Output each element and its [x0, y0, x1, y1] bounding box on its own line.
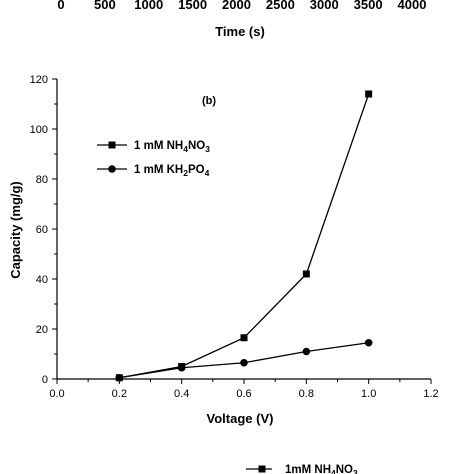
- top-strip-time-axis: 0 500 1000 1500 2000 2500 3000 3500 4000 Time (s…: [57, 0, 426, 39]
- y-tick-label: 20: [36, 324, 48, 336]
- x-tick-label: 1.2: [423, 388, 438, 400]
- y-tick-label: 120: [30, 74, 48, 86]
- x-tick-labels: 0.0 0.2 0.4 0.6 0.8 1.0 1.2: [49, 388, 438, 400]
- top-strip-tick-label: 0: [57, 0, 64, 12]
- x-axis-title: Voltage (V): [207, 411, 274, 426]
- data-point-square: [365, 90, 373, 98]
- x-tick-label: 0.2: [112, 388, 127, 400]
- x-tick-label: 0.4: [174, 388, 189, 400]
- y-tick-label: 80: [36, 174, 48, 186]
- top-strip-tick-label: 500: [94, 0, 116, 12]
- top-strip-tick-label: 2500: [266, 0, 295, 12]
- x-tick-label: 1.0: [361, 388, 376, 400]
- data-point-circle: [177, 363, 186, 372]
- top-strip-tick-label: 4000: [398, 0, 427, 12]
- data-point-square: [240, 334, 248, 342]
- y-tick-labels: 0 20 40 60 80 100 120: [30, 74, 48, 386]
- y-axis-title: Capacity (mg/g): [8, 181, 23, 279]
- top-strip-tick-label: 1500: [178, 0, 207, 12]
- y-tick-label: 0: [42, 374, 48, 386]
- legend-label: 1mM NH4NO3: [285, 464, 358, 474]
- x-tick-label: 0.8: [299, 388, 314, 400]
- x-tick-label: 0.0: [49, 388, 64, 400]
- panel-label: (b): [202, 95, 216, 107]
- data-point-circle: [302, 347, 311, 356]
- top-strip-tick-label: 1000: [134, 0, 163, 12]
- plot-area: 0.0 0.2 0.4 0.6 0.8 1.0 1.2 0 20 40 60 80 100 120 (b…: [8, 74, 439, 426]
- top-strip-tick-label: 3000: [310, 0, 339, 12]
- legend: 1 mM NH4NO3 1 mM KH2PO4: [97, 140, 210, 178]
- legend-marker-square: [108, 141, 116, 149]
- legend-marker-square: [258, 465, 266, 473]
- y-tick-label: 60: [36, 224, 48, 236]
- data-point-square: [302, 270, 310, 278]
- y-tick-label: 40: [36, 274, 48, 286]
- top-strip-xlabel: Time (s): [215, 24, 265, 39]
- legend-label: 1 mM KH2PO4: [134, 164, 210, 178]
- top-strip-tick-labels: 0 500 1000 1500 2000 2500 3000 3500 4000: [57, 0, 426, 12]
- series-markers: [115, 90, 373, 382]
- top-strip-tick-label: 2000: [222, 0, 251, 12]
- legend-marker-circle: [108, 165, 116, 173]
- data-point-circle: [115, 373, 124, 382]
- top-strip-tick-label: 3500: [354, 0, 383, 12]
- legend-label: 1 mM NH4NO3: [134, 140, 210, 154]
- x-tick-label: 0.6: [236, 388, 251, 400]
- data-point-circle: [364, 338, 373, 347]
- y-tick-label: 100: [30, 124, 48, 136]
- bottom-legend-fragment: 1mM NH4NO3: [246, 464, 358, 474]
- data-point-circle: [240, 358, 248, 367]
